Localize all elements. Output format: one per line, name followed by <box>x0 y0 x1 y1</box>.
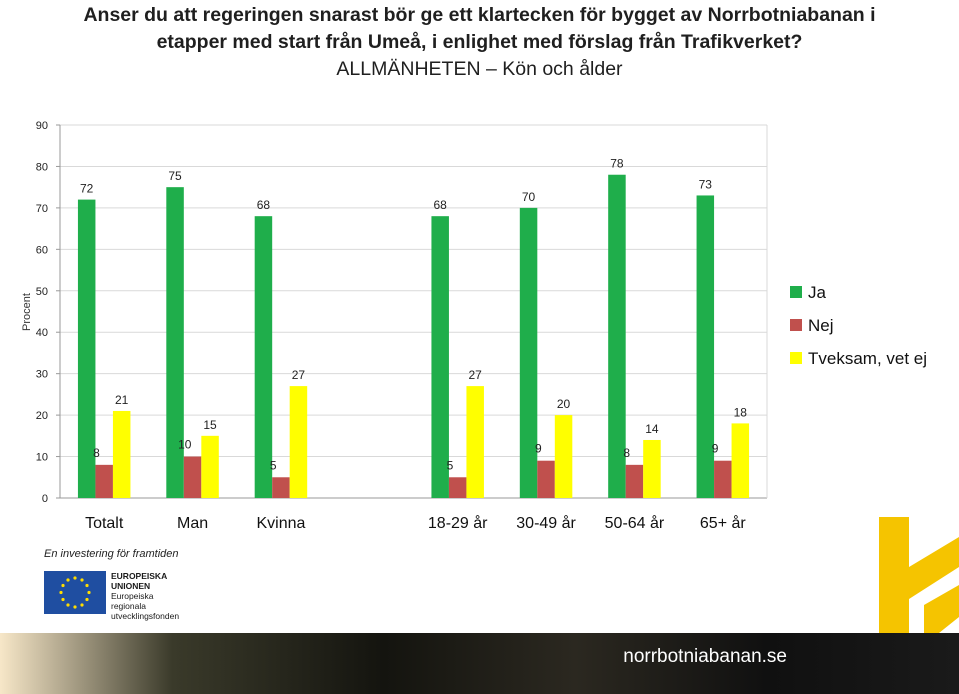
bar-0-7 <box>696 195 715 498</box>
data-label-2-6: 14 <box>645 422 659 436</box>
website-link[interactable]: norrbotniabanan.se <box>623 646 787 667</box>
data-label-2-4: 27 <box>469 368 483 382</box>
y-tick-label-40: 40 <box>36 327 48 339</box>
bar-2-4 <box>466 386 484 498</box>
eu-line-5: utvecklingsfonden <box>111 611 180 621</box>
y-tick-label-70: 70 <box>36 203 48 215</box>
bar-1-7 <box>714 460 732 498</box>
data-label-1-5: 9 <box>535 442 542 456</box>
eu-line-2: UNIONEN <box>111 581 151 591</box>
data-label-0-4: 68 <box>434 198 448 212</box>
y-tick-label-50: 50 <box>36 286 48 298</box>
chart-title: Anser du att regeringen snarast bör ge e… <box>0 2 959 56</box>
bar-1-6 <box>625 464 644 498</box>
bar-0-6 <box>608 174 626 498</box>
data-label-0-2: 68 <box>257 198 271 212</box>
chart-subtitle: ALLMÄNHETEN – Kön och ålder <box>336 58 623 80</box>
data-label-1-0: 8 <box>93 446 100 460</box>
data-labels: 72 8 21 75 10 15 68 5 27 68 5 27 70 9 20 78 8 14 73 9 18 <box>80 157 747 473</box>
title-line-2: etapper med start från Umeå, i enlighet … <box>156 31 803 53</box>
bar-2-6 <box>643 439 661 498</box>
data-label-2-0: 21 <box>115 393 129 407</box>
legend-label-1: Nej <box>808 316 834 335</box>
bar-chart: 0 10 20 30 40 50 60 70 80 90 Procent 72 8 21 75 10 15 6… <box>21 120 927 532</box>
bar-2-2 <box>289 386 308 498</box>
category-label-6: 50-64 år <box>605 514 665 532</box>
eu-line-3: Europeiska <box>111 591 154 601</box>
legend-swatch-1 <box>790 319 802 331</box>
bars <box>77 174 750 498</box>
eu-flag-logo <box>44 571 106 614</box>
bar-0-4 <box>431 216 449 498</box>
data-label-2-2: 27 <box>292 368 306 382</box>
data-label-1-6: 8 <box>623 446 630 460</box>
bar-0-5 <box>519 207 538 498</box>
category-label-2: Kvinna <box>256 515 305 532</box>
legend: Ja Nej Tveksam, vet ej <box>790 283 927 368</box>
category-label-1: Man <box>177 515 208 532</box>
eu-line-1: EUROPEISKA <box>111 571 168 581</box>
category-label-4: 18-29 år <box>428 514 488 532</box>
data-label-1-7: 9 <box>712 442 719 456</box>
title-line-1: Anser du att regeringen snarast bör ge e… <box>83 4 876 26</box>
bar-2-7 <box>731 423 750 498</box>
tagline: En investering för framtiden <box>44 548 179 560</box>
category-label-0: Totalt <box>85 515 124 532</box>
data-label-0-5: 70 <box>522 190 536 204</box>
bar-0-2 <box>254 216 273 498</box>
data-label-0-1: 75 <box>168 169 182 183</box>
bar-2-0 <box>112 410 131 498</box>
data-label-0-0: 72 <box>80 182 94 196</box>
data-label-2-7: 18 <box>734 405 748 419</box>
footer-banner <box>0 633 959 694</box>
eu-line-4: regionala <box>111 601 146 611</box>
category-label-7: 65+ år <box>700 514 746 532</box>
eu-fund-text: EUROPEISKA UNIONEN Europeiska regionala … <box>111 571 179 621</box>
bar-1-0 <box>95 464 113 498</box>
bar-1-2 <box>272 477 290 498</box>
category-labels: Totalt Man Kvinna 18-29 år 30-49 år 50-64 år 6… <box>85 514 746 532</box>
y-tick-labels: 0 10 20 30 40 50 60 70 80 90 <box>36 120 48 505</box>
y-tick-label-60: 60 <box>36 244 48 256</box>
y-axis-label: Procent <box>21 293 33 331</box>
legend-label-2: Tveksam, vet ej <box>808 349 927 368</box>
data-label-1-2: 5 <box>270 458 277 472</box>
y-tick-label-10: 10 <box>36 452 48 464</box>
y-tick-label-30: 30 <box>36 369 48 381</box>
legend-label-0: Ja <box>808 283 827 302</box>
data-label-2-1: 15 <box>203 418 217 432</box>
y-tick-label-90: 90 <box>36 120 48 132</box>
legend-swatch-0 <box>790 286 802 298</box>
data-label-0-7: 73 <box>699 177 713 191</box>
data-label-1-1: 10 <box>178 438 192 452</box>
data-label-0-6: 78 <box>610 157 624 171</box>
y-tick-label-0: 0 <box>42 493 48 505</box>
y-tick-label-80: 80 <box>36 161 48 173</box>
bar-2-1 <box>201 435 219 498</box>
bar-1-4 <box>448 477 467 498</box>
data-label-2-5: 20 <box>557 397 571 411</box>
bar-2-5 <box>554 415 573 498</box>
data-label-1-4: 5 <box>447 458 454 472</box>
bar-1-5 <box>537 460 555 498</box>
y-tick-label-20: 20 <box>36 410 48 422</box>
legend-swatch-2 <box>790 352 802 364</box>
bar-0-0 <box>77 199 96 498</box>
bar-1-1 <box>183 456 202 498</box>
category-label-5: 30-49 år <box>516 514 576 532</box>
bar-0-1 <box>166 187 184 498</box>
corner-logo-icon <box>879 517 959 633</box>
